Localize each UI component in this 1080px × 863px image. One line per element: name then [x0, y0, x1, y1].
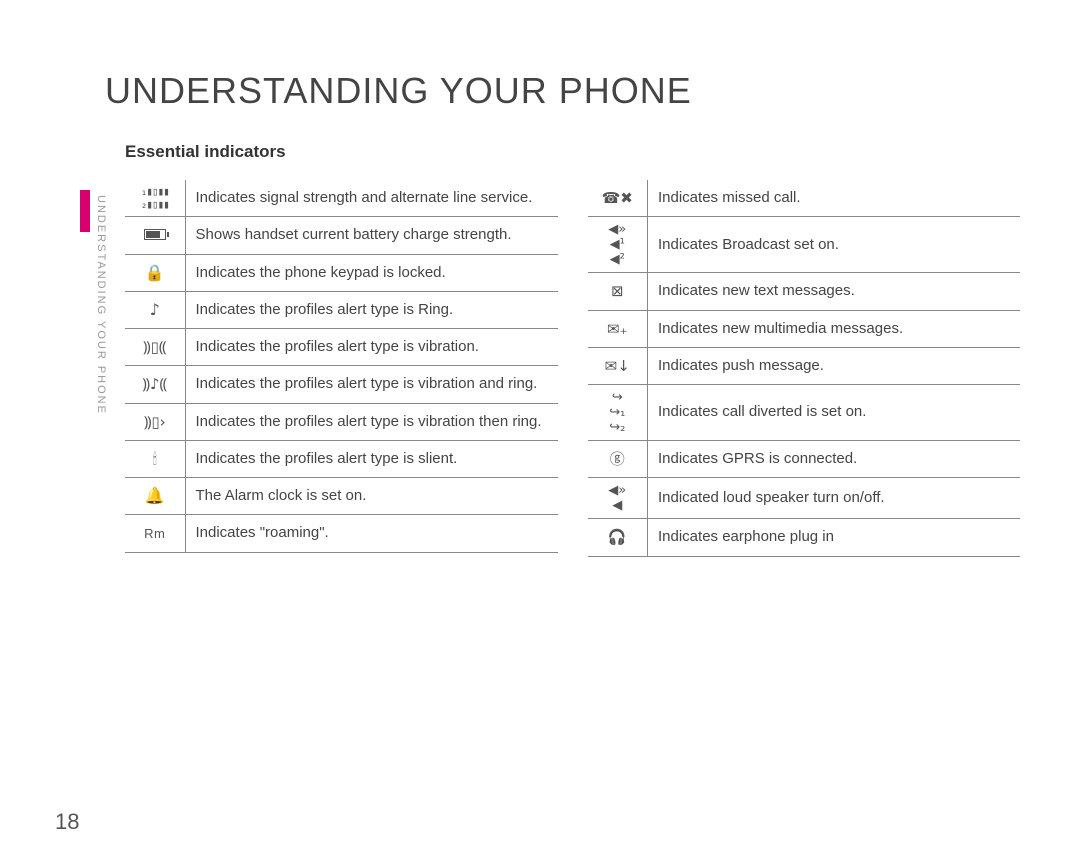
table-row: Rm Indicates "roaming".: [125, 515, 558, 552]
indicator-description: Indicates the profiles alert type is vib…: [185, 329, 558, 366]
gprs-icon: ⓖ: [588, 441, 648, 478]
loudspeaker-icon: ◀»◀̶: [588, 478, 648, 519]
table-row: ✉↓ Indicates push message.: [588, 347, 1021, 384]
roaming-icon: Rm: [125, 515, 185, 552]
table-row: ₁▮▯▮▮ ₂▮▯▮▮ Indicates signal strength an…: [125, 180, 558, 217]
indicator-description: Indicates missed call.: [648, 180, 1021, 217]
table-row: 🎧 Indicates earphone plug in: [588, 519, 1021, 556]
accent-bar: [80, 190, 90, 232]
indicator-description: Indicates Broadcast set on.: [648, 217, 1021, 273]
new-mms-icon: ✉₊: [588, 310, 648, 347]
earphone-icon: 🎧: [588, 519, 648, 556]
vibration-ring-icon: ⸩♪⸨: [125, 366, 185, 403]
table-row: ◀»◀¹◀² Indicates Broadcast set on.: [588, 217, 1021, 273]
silent-icon: 🕯: [125, 440, 185, 477]
indicator-description: Indicates call diverted is set on.: [648, 385, 1021, 441]
indicator-description: Indicates the profiles alert type is vib…: [185, 366, 558, 403]
indicator-description: Indicates "roaming".: [185, 515, 558, 552]
call-divert-icon: ↪↪₁↪₂: [588, 385, 648, 441]
indicator-description: Indicates the profiles alert type is sli…: [185, 440, 558, 477]
vibration-then-ring-icon: ⸩▯›: [125, 403, 185, 440]
indicator-description: Indicates GPRS is connected.: [648, 441, 1021, 478]
section-subtitle: Essential indicators: [125, 142, 1020, 162]
indicator-description: The Alarm clock is set on.: [185, 478, 558, 515]
indicator-description: Shows handset current battery charge str…: [185, 217, 558, 254]
indicator-description: Indicates new text messages.: [648, 273, 1021, 310]
push-message-icon: ✉↓: [588, 347, 648, 384]
lock-icon: 🔒: [125, 254, 185, 291]
left-column: ₁▮▯▮▮ ₂▮▯▮▮ Indicates signal strength an…: [125, 180, 558, 557]
page-title: UNDERSTANDING YOUR PHONE: [105, 70, 1020, 112]
table-row: ⸩▯⸨ Indicates the profiles alert type is…: [125, 329, 558, 366]
table-row: ◀»◀̶ Indicated loud speaker turn on/off.: [588, 478, 1021, 519]
table-row: ↪↪₁↪₂ Indicates call diverted is set on.: [588, 385, 1021, 441]
indicators-table-right: ☎✖ Indicates missed call. ◀»◀¹◀² Indicat…: [588, 180, 1021, 557]
indicator-description: Indicates earphone plug in: [648, 519, 1021, 556]
table-row: ⓖ Indicates GPRS is connected.: [588, 441, 1021, 478]
table-row: ♪ Indicates the profiles alert type is R…: [125, 291, 558, 328]
indicator-description: Indicates the profiles alert type is Rin…: [185, 291, 558, 328]
side-label: UNDERSTANDING YOUR PHONE: [95, 195, 107, 415]
alarm-icon: 🔔: [125, 478, 185, 515]
table-row: ✉₊ Indicates new multimedia messages.: [588, 310, 1021, 347]
indicators-table-left: ₁▮▯▮▮ ₂▮▯▮▮ Indicates signal strength an…: [125, 180, 558, 553]
indicator-description: Indicates signal strength and alternate …: [185, 180, 558, 217]
broadcast-icon: ◀»◀¹◀²: [588, 217, 648, 273]
table-row: ⊠ Indicates new text messages.: [588, 273, 1021, 310]
table-row: Shows handset current battery charge str…: [125, 217, 558, 254]
table-row: ⸩▯› Indicates the profiles alert type is…: [125, 403, 558, 440]
vibration-icon: ⸩▯⸨: [125, 329, 185, 366]
table-row: 🕯 Indicates the profiles alert type is s…: [125, 440, 558, 477]
battery-icon: [125, 217, 185, 254]
indicator-description: Indicates new multimedia messages.: [648, 310, 1021, 347]
missed-call-icon: ☎✖: [588, 180, 648, 217]
indicator-description: Indicates the profiles alert type is vib…: [185, 403, 558, 440]
indicator-columns: ₁▮▯▮▮ ₂▮▯▮▮ Indicates signal strength an…: [125, 180, 1020, 557]
indicator-description: Indicates push message.: [648, 347, 1021, 384]
table-row: 🔒 Indicates the phone keypad is locked.: [125, 254, 558, 291]
ring-icon: ♪: [125, 291, 185, 328]
manual-page: UNDERSTANDING YOUR PHONE Essential indic…: [0, 0, 1080, 863]
indicator-description: Indicated loud speaker turn on/off.: [648, 478, 1021, 519]
new-text-icon: ⊠: [588, 273, 648, 310]
page-number: 18: [55, 809, 79, 835]
indicator-description: Indicates the phone keypad is locked.: [185, 254, 558, 291]
signal-alternate-icon: ₁▮▯▮▮ ₂▮▯▮▮: [125, 180, 185, 217]
table-row: 🔔 The Alarm clock is set on.: [125, 478, 558, 515]
table-row: ⸩♪⸨ Indicates the profiles alert type is…: [125, 366, 558, 403]
table-row: ☎✖ Indicates missed call.: [588, 180, 1021, 217]
right-column: ☎✖ Indicates missed call. ◀»◀¹◀² Indicat…: [588, 180, 1021, 557]
